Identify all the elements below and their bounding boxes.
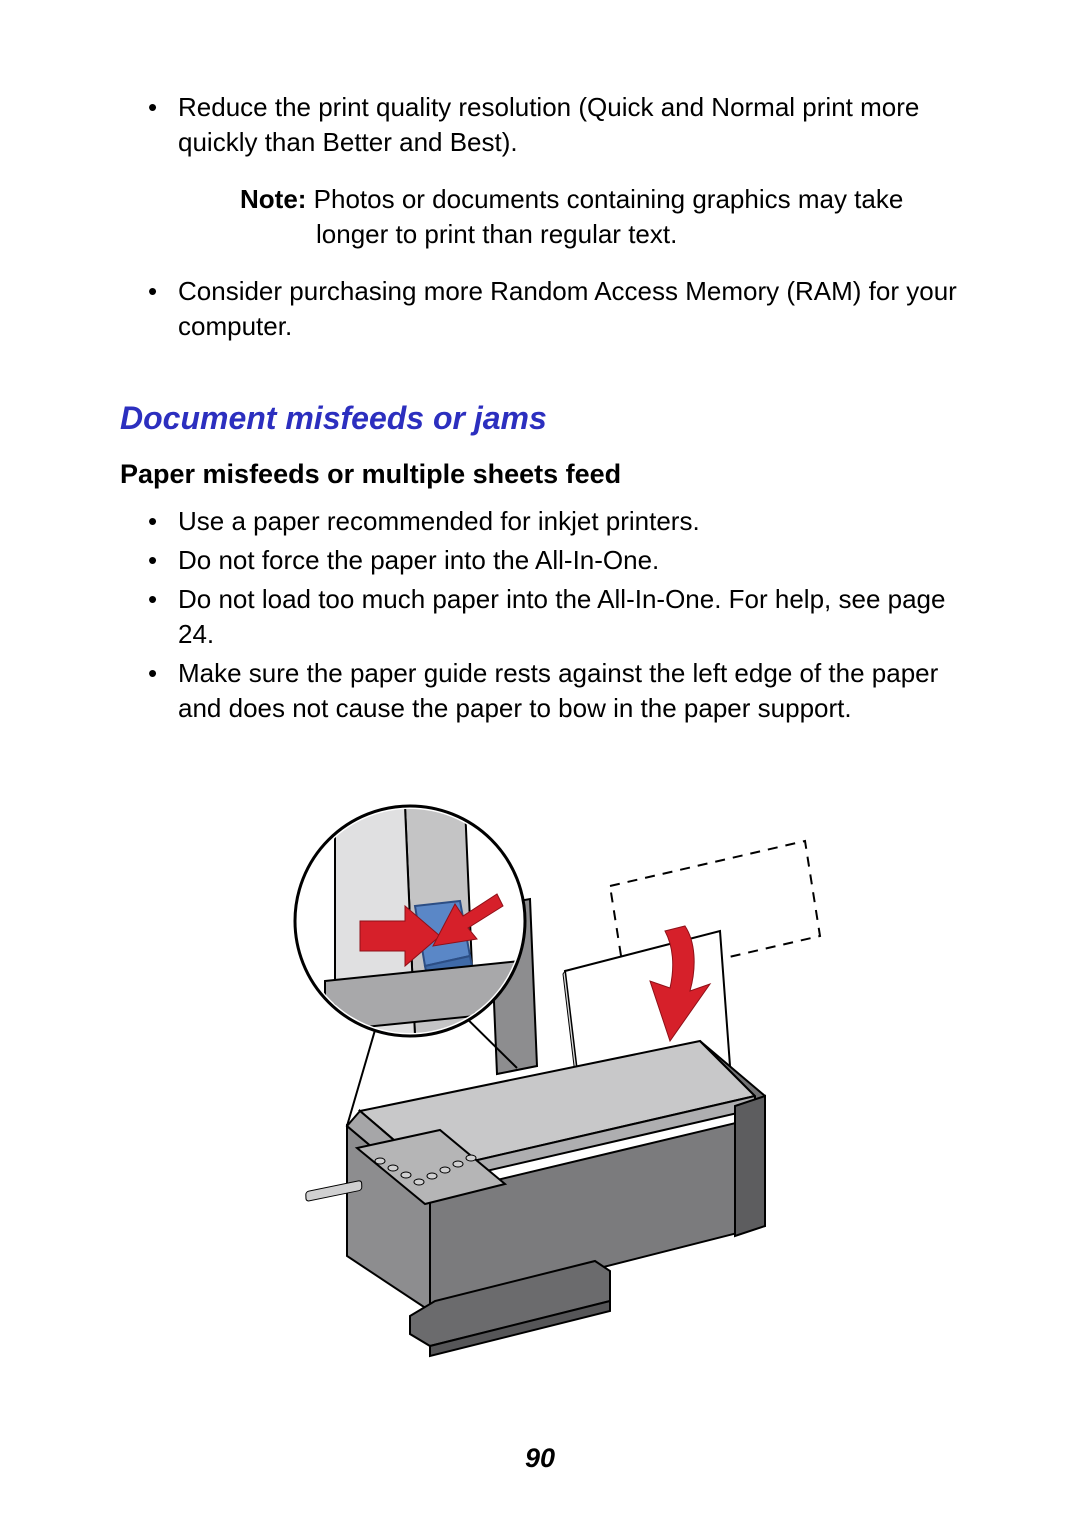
top-bullet-list-cont: Consider purchasing more Random Access M… — [148, 274, 970, 344]
note-label: Note: — [240, 184, 306, 214]
note-block: Note: Photos or documents containing gra… — [240, 182, 970, 252]
subsection-heading: Paper misfeeds or multiple sheets feed — [120, 459, 970, 490]
printer-illustration — [265, 756, 825, 1386]
sub-bullet-2: Do not force the paper into the All-In-O… — [148, 543, 970, 578]
top-bullet-1: Reduce the print quality resolution (Qui… — [148, 90, 970, 160]
sub-bullet-1: Use a paper recommended for inkjet print… — [148, 504, 970, 539]
section-heading: Document misfeeds or jams — [120, 400, 970, 437]
note-text: Photos or documents containing graphics … — [306, 184, 903, 249]
document-page: Reduce the print quality resolution (Qui… — [0, 0, 1080, 1529]
sub-bullet-list: Use a paper recommended for inkjet print… — [148, 504, 970, 727]
top-bullet-2: Consider purchasing more Random Access M… — [148, 274, 970, 344]
page-number: 90 — [0, 1443, 1080, 1474]
sub-bullet-3: Do not load too much paper into the All-… — [148, 582, 970, 652]
top-bullet-list: Reduce the print quality resolution (Qui… — [148, 90, 970, 160]
sub-bullet-4: Make sure the paper guide rests against … — [148, 656, 970, 726]
